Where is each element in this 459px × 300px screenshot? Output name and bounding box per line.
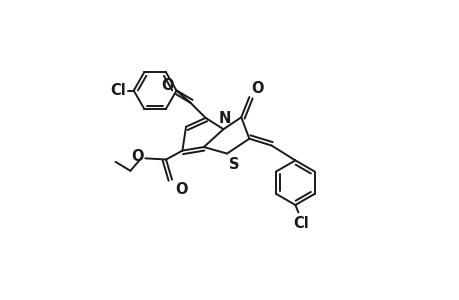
Text: S: S (229, 157, 240, 172)
Text: O: O (161, 78, 173, 93)
Text: O: O (175, 182, 188, 197)
Text: O: O (250, 81, 263, 96)
Text: N: N (218, 111, 230, 126)
Text: Cl: Cl (110, 83, 126, 98)
Text: O: O (131, 149, 144, 164)
Text: Cl: Cl (292, 216, 308, 231)
